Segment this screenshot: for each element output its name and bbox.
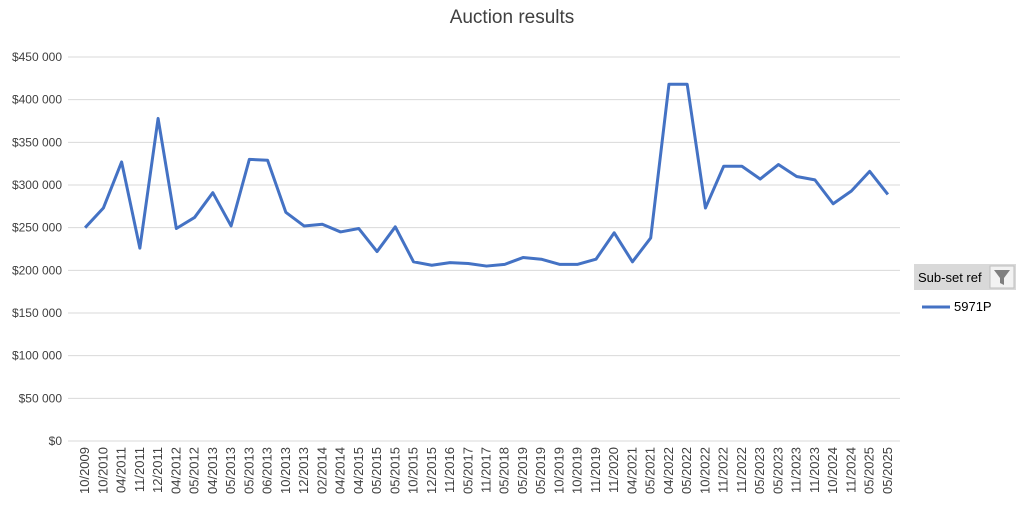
x-tick-label: 05/2013	[223, 447, 238, 494]
filter-button[interactable]	[989, 265, 1015, 289]
x-tick-label: 04/2013	[205, 447, 220, 494]
x-tick-label: 05/2013	[241, 447, 256, 494]
line-series	[84, 82, 890, 268]
x-tick-label: 11/2016	[442, 447, 457, 493]
x-tick-label: 05/2017	[460, 447, 475, 494]
y-tick-label: $100 000	[12, 349, 62, 363]
x-tick-label: 04/2015	[351, 447, 366, 494]
y-tick-label: $200 000	[12, 263, 62, 277]
y-tick-label: $300 000	[12, 178, 62, 192]
x-tick-label: 02/2014	[314, 447, 329, 494]
x-tick-label: 10/2009	[77, 447, 92, 494]
x-tick-label: 05/2023	[752, 447, 767, 494]
x-tick-label: 05/2025	[862, 447, 877, 494]
x-tick-label: 11/2022	[734, 447, 749, 493]
x-tick-label: 05/2019	[515, 447, 530, 494]
x-tick-label: 12/2011	[150, 447, 165, 493]
x-tick-label: 11/2023	[789, 447, 804, 493]
x-tick-label: 12/2013	[296, 447, 311, 494]
x-tick-label: 05/2023	[770, 447, 785, 494]
x-tick-label: 11/2022	[716, 447, 731, 493]
y-tick-label: $150 000	[12, 306, 62, 320]
x-tick-label: 11/2011	[132, 447, 147, 492]
y-tick-label: $400 000	[12, 93, 62, 107]
x-tick-label: 11/2020	[606, 447, 621, 493]
x-tick-label: 05/2021	[643, 447, 658, 494]
x-tick-label: 10/2019	[551, 447, 566, 494]
x-tick-label: 10/2019	[570, 447, 585, 494]
y-tick-label: $0	[49, 434, 63, 448]
x-tick-label: 04/2021	[624, 447, 639, 494]
x-tick-label: 12/2015	[424, 447, 439, 494]
x-tick-label: 10/2010	[95, 447, 110, 494]
x-tick-label: 05/2012	[187, 447, 202, 494]
y-tick-label: $350 000	[12, 135, 62, 149]
legend-title: Sub-set ref	[918, 270, 982, 285]
x-tick-label: 11/2017	[479, 447, 494, 493]
y-tick-label: $50 000	[19, 391, 63, 405]
x-tick-label: 05/2018	[497, 447, 512, 494]
y-tick-label: $250 000	[12, 221, 62, 235]
x-tick-label: 10/2015	[406, 447, 421, 494]
x-tick-label: 04/2022	[661, 447, 676, 494]
x-tick-label: 04/2011	[114, 447, 129, 493]
x-tick-label: 11/2024	[843, 447, 858, 493]
x-tick-label: 10/2013	[278, 447, 293, 494]
x-tick-label: 11/2019	[588, 447, 603, 493]
x-tick-label: 05/2025	[880, 447, 895, 494]
x-tick-label: 11/2023	[807, 447, 822, 493]
y-tick-label: $450 000	[12, 50, 62, 64]
legend-label: 5971P	[954, 299, 992, 314]
x-tick-label: 06/2013	[260, 447, 275, 494]
x-tick-label: 05/2015	[387, 447, 402, 494]
x-tick-label: 05/2015	[369, 447, 384, 494]
x-tick-label: 04/2014	[333, 447, 348, 494]
x-tick-label: 10/2022	[697, 447, 712, 494]
x-tick-label: 05/2022	[679, 447, 694, 494]
x-tick-label: 10/2024	[825, 447, 840, 494]
x-tick-label: 04/2012	[168, 447, 183, 494]
chart-title: Auction results	[450, 7, 575, 28]
x-tick-label: 05/2019	[533, 447, 548, 494]
